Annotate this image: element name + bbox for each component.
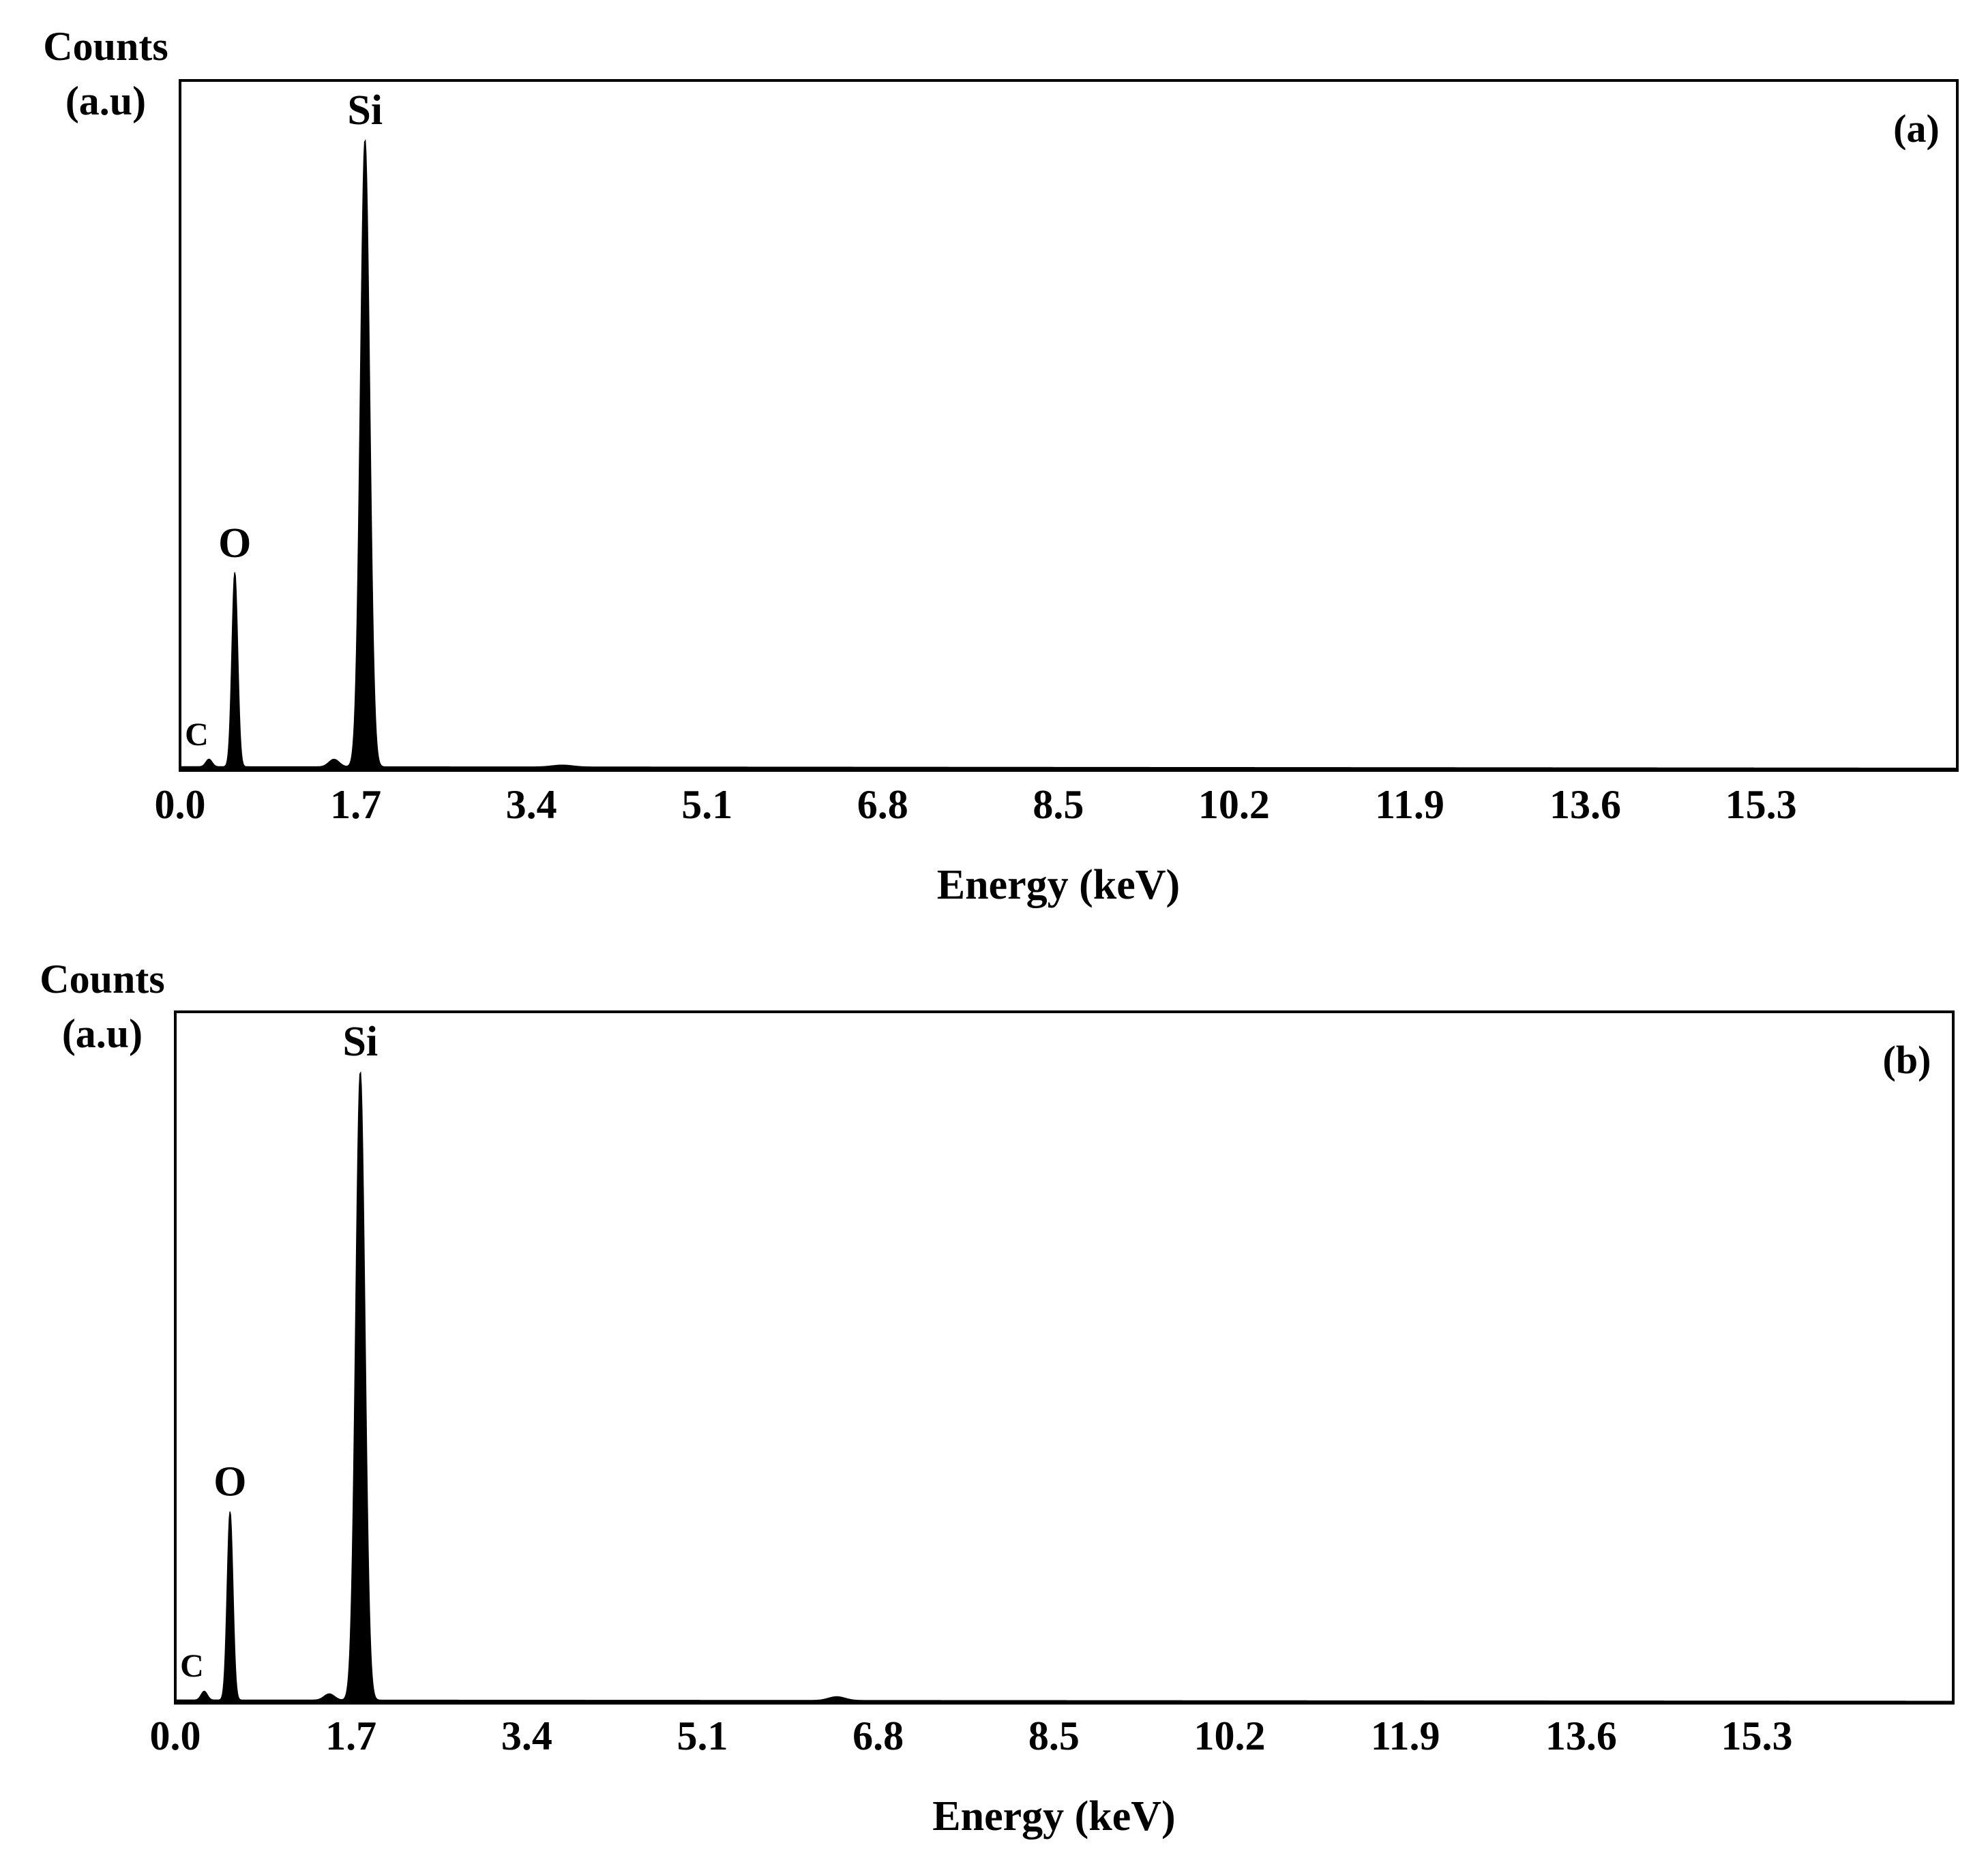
x-tick-label: 15.3 bbox=[1721, 1713, 1793, 1758]
x-tick-label: 5.1 bbox=[677, 1713, 728, 1758]
spectrum-series bbox=[179, 139, 1958, 771]
peak-label: C bbox=[185, 717, 209, 753]
spectrum-series bbox=[175, 1071, 1954, 1704]
x-tick-label: 0.0 bbox=[150, 1713, 201, 1758]
x-tick-label: 3.4 bbox=[501, 1713, 552, 1758]
x-tick-label: 5.1 bbox=[681, 782, 732, 827]
y-axis-label: Counts bbox=[43, 24, 168, 69]
peak-label: C bbox=[180, 1648, 204, 1684]
x-tick-label: 6.8 bbox=[852, 1713, 904, 1758]
peak-label: Si bbox=[347, 87, 383, 134]
x-tick-label: 13.6 bbox=[1545, 1713, 1617, 1758]
x-tick-label: 11.9 bbox=[1371, 1713, 1440, 1758]
x-tick-label: 8.5 bbox=[1033, 782, 1084, 827]
x-tick-label: 10.2 bbox=[1198, 782, 1270, 827]
panel-label: (a) bbox=[1893, 106, 1940, 151]
x-tick-label: 10.2 bbox=[1194, 1713, 1266, 1758]
x-axis-label: Energy (keV) bbox=[937, 862, 1180, 908]
y-axis-label: (a.u) bbox=[62, 1011, 143, 1056]
x-tick-label: 15.3 bbox=[1725, 782, 1797, 827]
x-tick-label: 1.7 bbox=[330, 782, 381, 827]
x-axis-label: Energy (keV) bbox=[932, 1793, 1175, 1840]
x-tick-label: 3.4 bbox=[506, 782, 557, 827]
x-tick-label: 1.7 bbox=[325, 1713, 376, 1758]
x-tick-label: 11.9 bbox=[1375, 782, 1444, 827]
x-tick-label: 0.0 bbox=[155, 782, 206, 827]
x-tick-label: 8.5 bbox=[1028, 1713, 1080, 1758]
y-axis-label: Counts bbox=[40, 957, 164, 1002]
peak-label: Si bbox=[342, 1019, 378, 1065]
panel-label: (b) bbox=[1883, 1038, 1931, 1082]
spectrum-panel-b: 0.0 1.7 3.4 5.1 6.8 8.5 10.2 11.9 13.6 15.3 Energy… bbox=[40, 957, 1955, 1840]
x-tick-label: 6.8 bbox=[857, 782, 908, 827]
y-axis-label: (a.u) bbox=[65, 78, 146, 123]
peak-label: O bbox=[213, 1458, 246, 1505]
peak-label: O bbox=[218, 520, 251, 567]
spectrum-panel-a: 0.0 1.7 3.4 5.1 6.8 8.5 10.2 11.9 13.6 15.3 Energy… bbox=[43, 24, 1959, 908]
x-tick-label: 13.6 bbox=[1549, 782, 1621, 827]
